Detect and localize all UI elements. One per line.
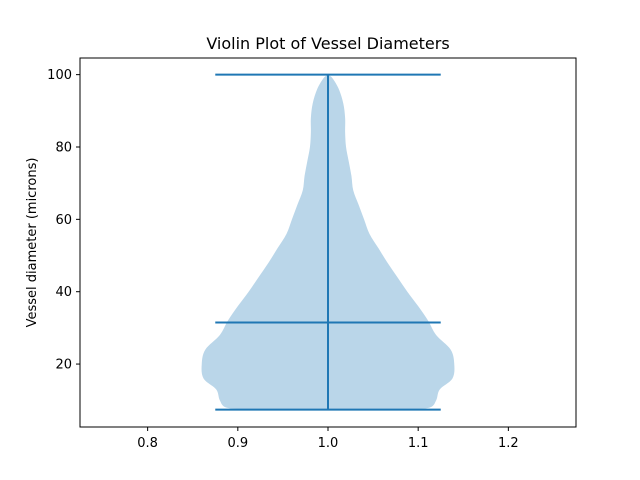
x-axis: 0.8 0.9 1.0 1.1 1.2 bbox=[137, 427, 519, 451]
x-tick-label: 1.1 bbox=[408, 436, 429, 451]
y-tick-label: 80 bbox=[55, 140, 72, 155]
y-tick-label: 40 bbox=[55, 285, 72, 300]
y-tick-label: 100 bbox=[47, 68, 72, 83]
y-tick-label: 60 bbox=[55, 213, 72, 228]
x-tick-label: 1.0 bbox=[318, 436, 339, 451]
x-tick-label: 0.8 bbox=[137, 436, 158, 451]
y-tick-label: 20 bbox=[55, 358, 72, 373]
x-tick-label: 0.9 bbox=[227, 436, 248, 451]
plot-area bbox=[201, 73, 455, 411]
x-tick-label: 1.2 bbox=[498, 436, 519, 451]
chart-title: Violin Plot of Vessel Diameters bbox=[206, 34, 449, 53]
y-axis-title: Vessel diameter (microns) bbox=[25, 158, 40, 328]
y-axis: 20 40 60 80 100 bbox=[47, 68, 80, 373]
